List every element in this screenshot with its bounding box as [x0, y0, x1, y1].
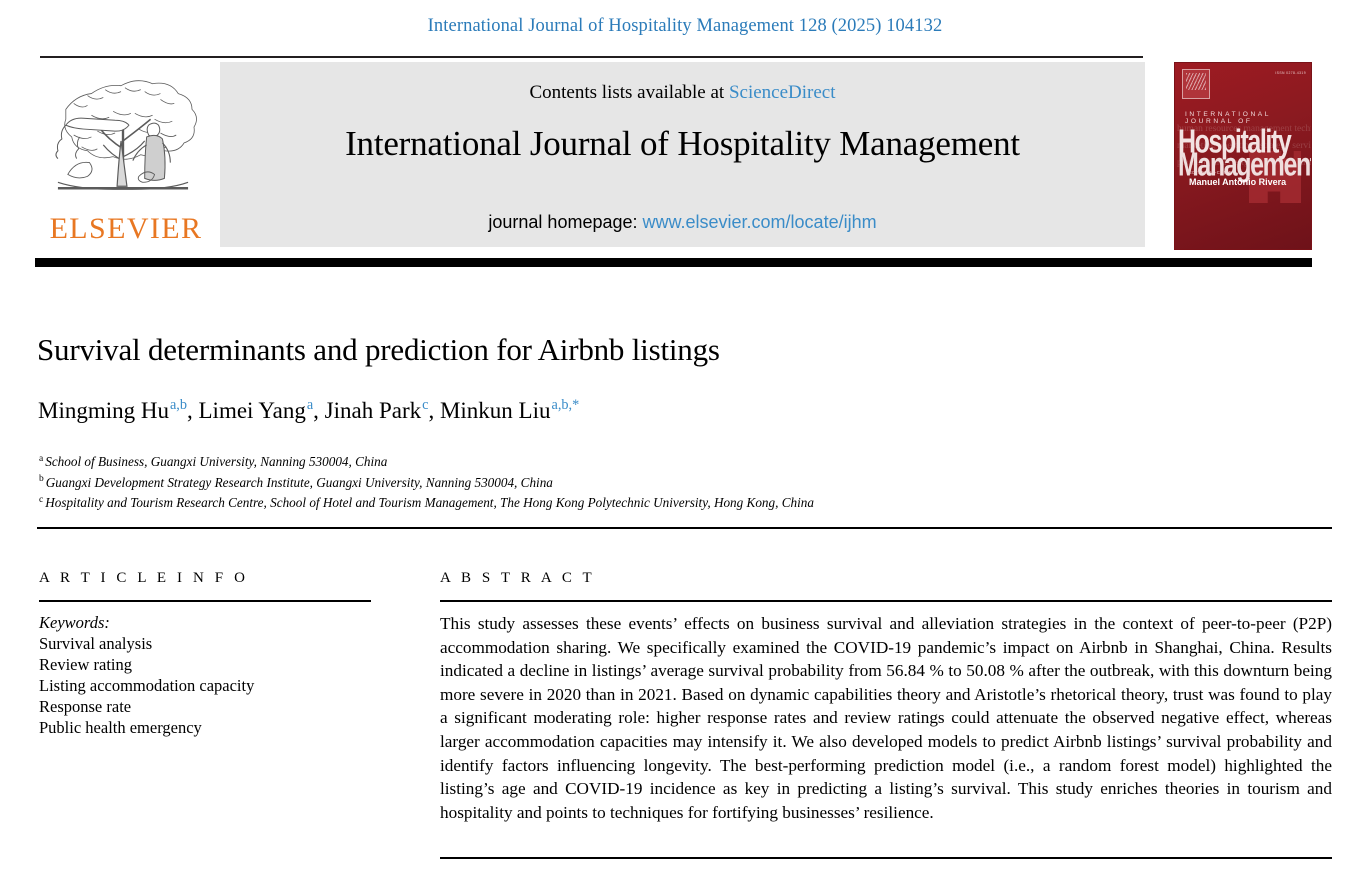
journal-homepage-link[interactable]: www.elsevier.com/locate/ijhm	[642, 212, 877, 232]
cover-issn: ISSN 0278-4319	[1275, 71, 1306, 75]
abstract-rule	[440, 600, 1332, 602]
article-info-rule	[39, 600, 371, 602]
affiliation-text: Hospitality and Tourism Research Centre,…	[45, 495, 814, 510]
affiliation-text: School of Business, Guangxi University, …	[45, 454, 388, 469]
article-info-heading: A R T I C L E I N F O	[39, 570, 249, 586]
affiliation-item: b Guangxi Development Strategy Research I…	[39, 473, 1289, 494]
abstract-heading: A B S T R A C T	[440, 570, 596, 586]
contents-box: Contents lists available at ScienceDirec…	[220, 62, 1145, 247]
journal-title: International Journal of Hospitality Man…	[345, 124, 1020, 163]
keyword-item: Survival analysis	[39, 634, 153, 653]
author-name: Jinah Park	[324, 398, 422, 423]
cover-ghost-text-3: planning and design financial management	[1177, 158, 1312, 168]
article-info-column: A R T I C L E I N F O Keywords: Survival…	[39, 570, 371, 738]
author-item: Minkun Liua,b,*	[440, 398, 579, 423]
abstract-bottom-rule	[440, 857, 1332, 859]
contents-available-line: Contents lists available at ScienceDirec…	[220, 82, 1145, 104]
author-affiliation-marks[interactable]: a,b,*	[551, 397, 580, 414]
cover-editor-label: EDITOR-IN-CHIEF	[1189, 170, 1232, 175]
journal-cover-thumbnail: ISSN 0278-4319 INTERNATIONAL JOURNAL OF …	[1174, 62, 1312, 250]
affiliation-item: a School of Business, Guangxi University,…	[39, 452, 1289, 473]
cover-title-line-2: Management	[1178, 146, 1312, 184]
author-separator: ,	[428, 398, 440, 423]
sciencedirect-link[interactable]: ScienceDirect	[728, 82, 836, 103]
cover-elsevier-logo-icon	[1182, 69, 1210, 99]
author-name: Limei Yang	[198, 398, 306, 423]
running-head: International Journal of Hospitality Man…	[427, 16, 943, 36]
cover-ghost-text-2: marketing operations strategy service	[1177, 141, 1312, 151]
author-list: Mingming Hua,b, Limei Yanga, Jinah Parkc…	[38, 398, 1238, 424]
journal-homepage-line: journal homepage: www.elsevier.com/locat…	[220, 212, 1145, 233]
author-name: Mingming Hu	[38, 398, 169, 423]
affiliation-mark: c	[39, 494, 44, 505]
keywords-list: Survival analysis Review rating Listing …	[39, 633, 371, 738]
keywords-label: Keywords:	[39, 613, 110, 632]
homepage-prefix: journal homepage:	[488, 212, 643, 232]
header-body-divider	[37, 527, 1332, 529]
abstract-column: A B S T R A C T This study assesses thes…	[440, 570, 1332, 824]
author-affiliation-marks[interactable]: a,b	[169, 397, 187, 414]
author-separator: ,	[187, 398, 199, 423]
affiliation-text: Guangxi Development Strategy Research In…	[45, 474, 553, 490]
author-name: Minkun Liu	[439, 398, 551, 423]
cover-kicker: INTERNATIONAL JOURNAL OF	[1185, 111, 1271, 125]
author-separator: ,	[313, 398, 325, 423]
author-item: Jinah Parkc	[325, 398, 429, 423]
author-item: Limei Yanga	[199, 398, 314, 423]
contents-prefix: Contents lists available at	[529, 82, 729, 103]
article-title: Survival determinants and prediction for…	[37, 332, 720, 367]
masthead-black-bar	[35, 258, 1312, 267]
elsevier-logo: ELSEVIER	[40, 62, 215, 252]
keyword-item: Review rating	[39, 655, 133, 674]
masthead-row: ELSEVIER Contents lists available at Sci…	[40, 62, 1312, 252]
elsevier-wordmark: ELSEVIER	[49, 212, 203, 245]
cover-ghost-text-1: human resources management technology	[1177, 124, 1311, 134]
cover-editor-name: Manuel Antonio Rivera	[1189, 177, 1287, 187]
keyword-item: Response rate	[39, 697, 132, 716]
affiliation-list: a School of Business, Guangxi University,…	[39, 452, 1289, 514]
keyword-item: Listing accommodation capacity	[39, 676, 255, 695]
author-affiliation-marks[interactable]: a	[306, 397, 314, 414]
keyword-item: Public health emergency	[39, 718, 202, 737]
author-item: Mingming Hua,b	[38, 398, 187, 423]
abstract-body: This study assesses these events’ effect…	[440, 614, 1332, 822]
affiliation-item: c Hospitality and Tourism Research Centre…	[39, 493, 1289, 514]
author-affiliation-marks[interactable]: c	[422, 397, 429, 414]
masthead-top-rule	[40, 56, 1143, 58]
affiliation-mark: b	[39, 474, 44, 485]
affiliation-mark: a	[39, 453, 44, 464]
cover-title-line-1: Hospitality	[1178, 123, 1292, 161]
elsevier-tree-icon	[44, 64, 202, 204]
